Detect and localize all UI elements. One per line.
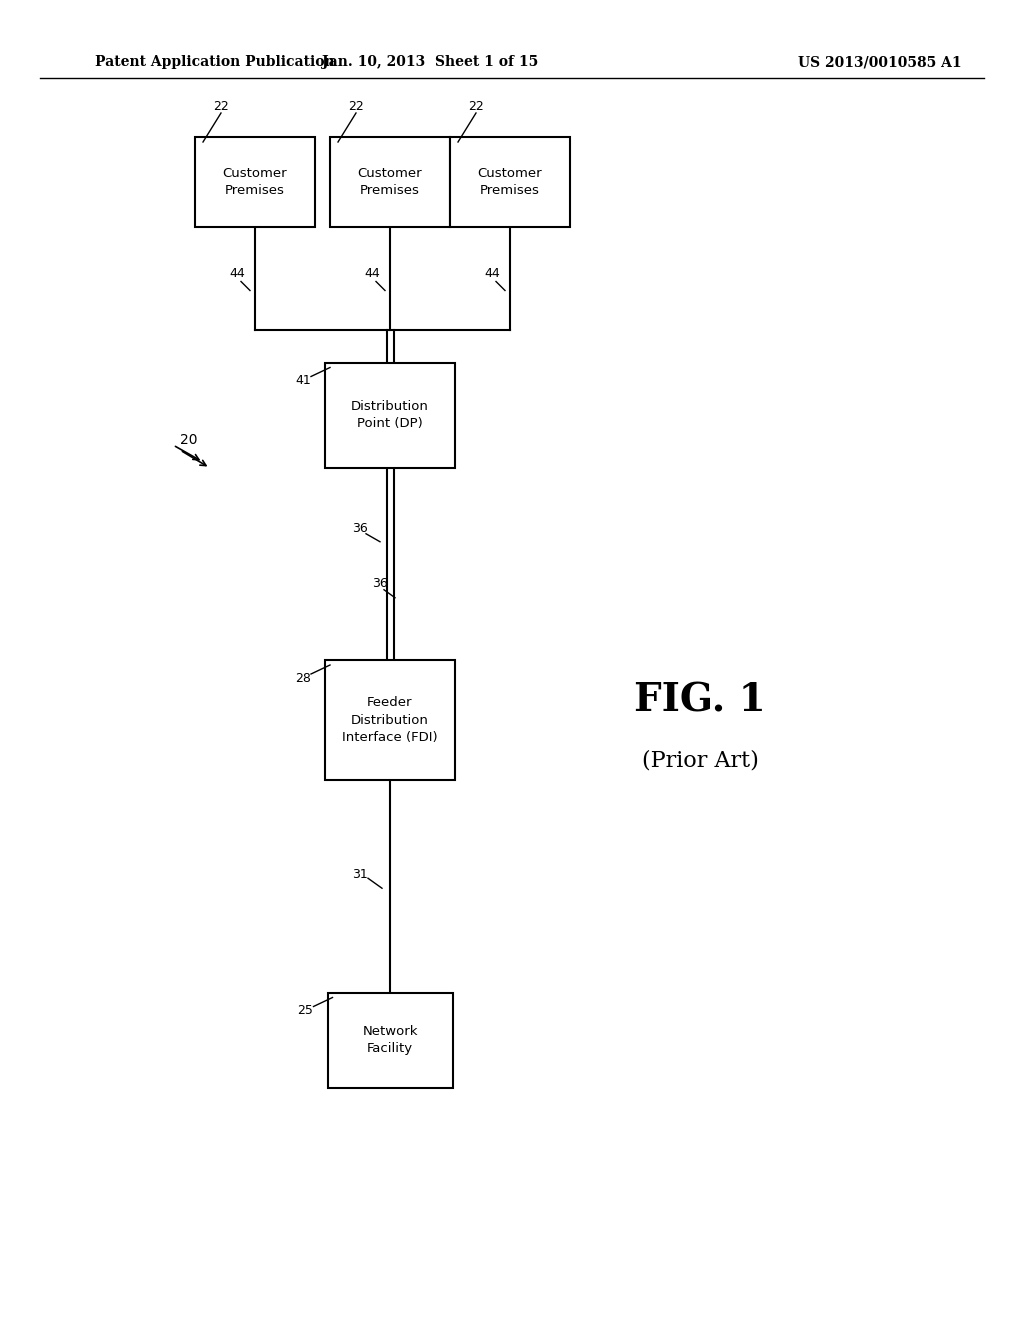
Bar — [195, 137, 315, 227]
Text: Customer
Premises: Customer Premises — [222, 168, 288, 197]
Text: Distribution
Point (DP): Distribution Point (DP) — [351, 400, 429, 430]
Text: 44: 44 — [484, 267, 500, 280]
Text: 25: 25 — [298, 1005, 313, 1016]
Bar — [328, 993, 453, 1088]
Text: 22: 22 — [468, 100, 484, 114]
Text: Customer
Premises: Customer Premises — [357, 168, 422, 197]
Text: Customer
Premises: Customer Premises — [477, 168, 543, 197]
Bar — [325, 363, 455, 467]
Text: 22: 22 — [213, 100, 229, 114]
Bar — [325, 660, 455, 780]
Text: 36: 36 — [352, 523, 368, 535]
Text: 20: 20 — [180, 433, 198, 447]
Text: 36: 36 — [372, 577, 388, 590]
Bar — [330, 137, 450, 227]
Text: 22: 22 — [348, 100, 364, 114]
Text: Feeder
Distribution
Interface (FDI): Feeder Distribution Interface (FDI) — [342, 697, 438, 743]
Text: Patent Application Publication: Patent Application Publication — [95, 55, 335, 69]
Text: 28: 28 — [295, 672, 311, 685]
Text: 44: 44 — [229, 267, 245, 280]
Text: Network
Facility: Network Facility — [362, 1026, 418, 1055]
Text: Jan. 10, 2013  Sheet 1 of 15: Jan. 10, 2013 Sheet 1 of 15 — [322, 55, 539, 69]
Text: FIG. 1: FIG. 1 — [634, 681, 766, 719]
Text: 31: 31 — [352, 867, 368, 880]
Text: 44: 44 — [365, 267, 380, 280]
Text: (Prior Art): (Prior Art) — [642, 748, 759, 771]
Text: 41: 41 — [295, 374, 311, 387]
Text: US 2013/0010585 A1: US 2013/0010585 A1 — [798, 55, 962, 69]
Bar — [450, 137, 570, 227]
